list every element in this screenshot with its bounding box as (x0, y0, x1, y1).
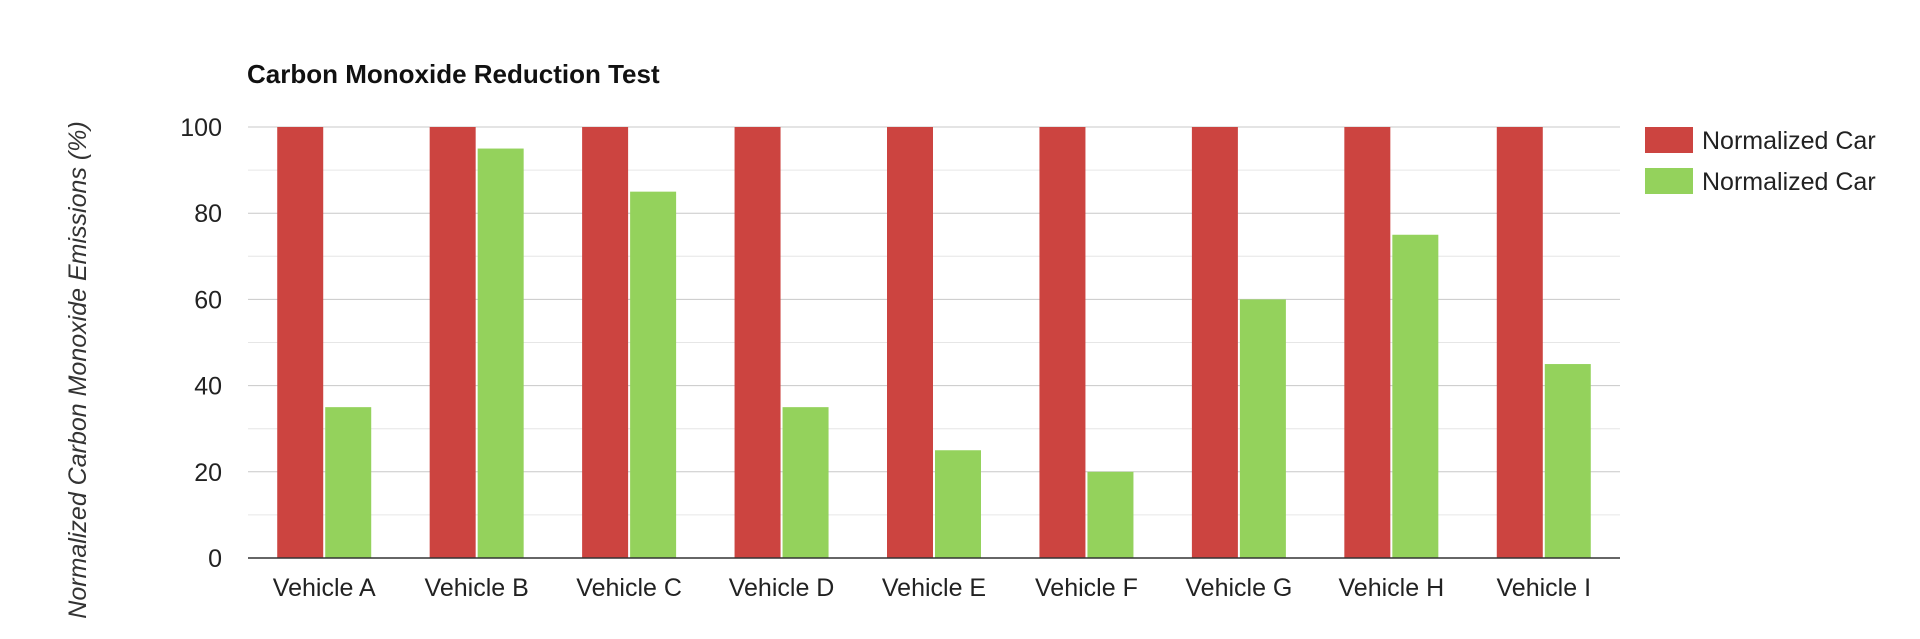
x-tick-label: Vehicle H (1339, 574, 1445, 602)
bar-series-1 (277, 127, 324, 558)
x-tick-label: Vehicle D (729, 574, 835, 602)
bar-series-1 (1496, 127, 1543, 558)
y-tick-label: 80 (194, 200, 222, 228)
bar-series-2 (630, 191, 677, 558)
bar-series-1 (1191, 127, 1238, 558)
gridlines (248, 126, 1620, 516)
x-tick-label: Vehicle B (425, 574, 529, 602)
y-axis-label: Normalized Carbon Monoxide Emissions (%) (64, 121, 92, 618)
bar-series-1 (1039, 127, 1086, 558)
bar-series-2 (1544, 364, 1591, 558)
bar-series-1 (582, 127, 629, 558)
chart-title: Carbon Monoxide Reduction Test (247, 59, 660, 89)
legend-swatch (1645, 168, 1693, 194)
bar-series-1 (734, 127, 781, 558)
y-tick-label: 60 (194, 286, 222, 314)
y-tick-labels: 0 20 40 60 80 100 (180, 114, 222, 573)
legend-label: Normalized Car (1702, 168, 1876, 196)
x-tick-label: Vehicle C (576, 574, 682, 602)
legend-swatch (1645, 127, 1693, 153)
x-tick-label: Vehicle G (1185, 574, 1292, 602)
y-tick-label: 20 (194, 459, 222, 487)
x-tick-label: Vehicle I (1497, 574, 1592, 602)
x-tick-label: Vehicle E (882, 574, 986, 602)
bar-series-2 (1087, 471, 1134, 558)
bar-series-2 (477, 148, 524, 559)
bar-series-2 (782, 407, 829, 558)
bar-series-1 (429, 127, 476, 558)
y-tick-label: 40 (194, 373, 222, 401)
legend: Normalized Car Normalized Car (1645, 127, 1876, 196)
y-tick-label: 100 (180, 114, 222, 142)
bar-series-2 (935, 450, 981, 558)
bar-series-1 (887, 127, 933, 558)
x-tick-label: Vehicle F (1035, 574, 1138, 602)
bars (277, 127, 1591, 559)
x-tick-labels: Vehicle A Vehicle B Vehicle C Vehicle D Vehi… (273, 574, 1591, 602)
bar-series-1 (1344, 127, 1391, 558)
bar-series-2 (1239, 299, 1286, 558)
bar-series-2 (1392, 234, 1439, 558)
bar-series-2 (325, 407, 372, 558)
x-tick-label: Vehicle A (273, 574, 376, 602)
legend-label: Normalized Car (1702, 127, 1876, 155)
y-tick-label: 0 (208, 545, 222, 573)
